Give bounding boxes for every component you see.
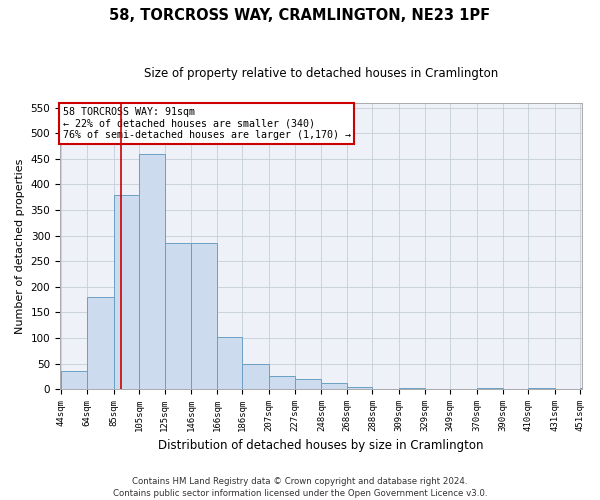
Bar — [61, 372, 87, 389]
Bar — [191, 244, 217, 389]
Bar — [347, 386, 373, 389]
Bar — [295, 379, 322, 389]
Bar — [242, 364, 269, 389]
Bar — [322, 382, 347, 389]
Bar — [87, 297, 113, 389]
Y-axis label: Number of detached properties: Number of detached properties — [15, 158, 25, 334]
Bar — [580, 388, 600, 389]
Text: 58, TORCROSS WAY, CRAMLINGTON, NE23 1PF: 58, TORCROSS WAY, CRAMLINGTON, NE23 1PF — [109, 8, 491, 22]
Bar — [269, 376, 295, 389]
X-axis label: Distribution of detached houses by size in Cramlington: Distribution of detached houses by size … — [158, 440, 484, 452]
Bar — [528, 388, 555, 389]
Bar — [113, 194, 139, 389]
Bar — [477, 388, 503, 389]
Title: Size of property relative to detached houses in Cramlington: Size of property relative to detached ho… — [144, 68, 498, 80]
Bar — [139, 154, 164, 389]
Text: 58 TORCROSS WAY: 91sqm
← 22% of detached houses are smaller (340)
76% of semi-de: 58 TORCROSS WAY: 91sqm ← 22% of detached… — [62, 107, 350, 140]
Bar — [217, 337, 242, 389]
Bar — [399, 388, 425, 389]
Text: Contains HM Land Registry data © Crown copyright and database right 2024.
Contai: Contains HM Land Registry data © Crown c… — [113, 476, 487, 498]
Bar — [164, 244, 191, 389]
